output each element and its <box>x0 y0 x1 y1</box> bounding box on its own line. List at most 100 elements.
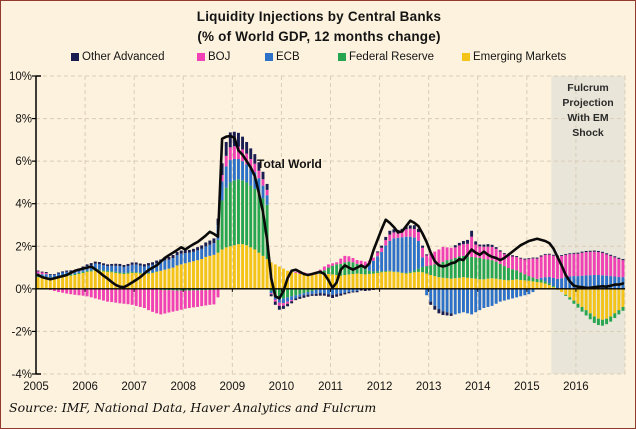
bar-segment-emerging-markets <box>339 276 342 289</box>
bar-segment-federal-reserve <box>335 264 338 275</box>
bar-segment-federal-reserve <box>503 266 506 280</box>
y-axis-tick-label: 8% <box>15 114 32 126</box>
bar-segment-ecb <box>245 164 248 182</box>
bar-segment-boj <box>233 146 236 159</box>
bar-segment-emerging-markets <box>536 282 539 289</box>
bar-segment-other-advanced <box>302 295 305 298</box>
bar-segment-boj <box>380 248 383 252</box>
bar-segment-federal-reserve <box>147 273 150 274</box>
bar-segment-ecb <box>511 289 514 299</box>
bar-segment-emerging-markets <box>380 272 383 289</box>
bar-segment-boj <box>462 244 465 256</box>
bar-segment-federal-reserve <box>425 266 428 273</box>
bar-segment-emerging-markets <box>413 272 416 289</box>
bar-segment-federal-reserve <box>540 280 543 283</box>
bar-segment-emerging-markets <box>184 263 187 289</box>
bar-segment-emerging-markets <box>65 276 68 289</box>
bar-segment-ecb <box>397 238 400 272</box>
bar-segment-other-advanced <box>253 154 256 164</box>
bar-segment-ecb <box>470 289 473 315</box>
bar-segment-federal-reserve <box>577 304 580 308</box>
bar-segment-ecb <box>233 159 236 180</box>
bar-segment-emerging-markets <box>241 244 244 289</box>
bar-segment-emerging-markets <box>515 279 518 289</box>
bar-segment-other-advanced <box>409 225 412 228</box>
bar-segment-federal-reserve <box>568 297 571 299</box>
bar-segment-ecb <box>229 160 232 182</box>
bar-segment-other-advanced <box>192 249 195 252</box>
bar-segment-emerging-markets <box>499 279 502 289</box>
x-axis-year-label: 2010 <box>269 381 295 393</box>
bar-segment-ecb <box>442 289 445 311</box>
bar-segment-ecb <box>266 195 269 205</box>
bar-segment-emerging-markets <box>37 277 40 289</box>
bar-segment-ecb <box>192 252 195 261</box>
bar-segment-ecb <box>311 291 314 294</box>
bar-segment-boj <box>409 229 412 237</box>
bar-segment-other-advanced <box>527 258 530 259</box>
bar-segment-boj <box>548 255 551 277</box>
bar-segment-federal-reserve <box>253 189 256 250</box>
bar-segment-emerging-markets <box>352 274 355 289</box>
bar-segment-emerging-markets <box>589 289 592 313</box>
bar-segment-ecb <box>437 289 440 309</box>
bar-segment-federal-reserve <box>73 274 76 275</box>
bar-segment-boj <box>253 164 256 173</box>
bar-segment-emerging-markets <box>495 279 498 289</box>
x-axis-year-label: 2009 <box>220 381 246 393</box>
bar-segment-other-advanced <box>532 258 535 259</box>
bar-segment-boj <box>159 290 162 314</box>
bar-segment-federal-reserve <box>372 271 375 273</box>
bar-segment-ecb <box>388 241 391 271</box>
bar-segment-emerging-markets <box>347 274 350 288</box>
bar-segment-federal-reserve <box>106 271 109 272</box>
bar-segment-boj <box>257 171 260 178</box>
bar-segment-boj <box>458 245 461 256</box>
bar-segment-other-advanced <box>131 262 134 264</box>
bar-segment-ecb <box>327 289 330 294</box>
bar-segment-emerging-markets <box>540 282 543 288</box>
bar-segment-emerging-markets <box>519 280 522 289</box>
bar-segment-other-advanced <box>319 293 322 296</box>
bar-segment-other-advanced <box>249 148 252 159</box>
bar-segment-other-advanced <box>282 306 285 309</box>
bar-segment-other-advanced <box>474 241 477 244</box>
bar-segment-other-advanced <box>262 172 265 179</box>
bar-segment-other-advanced <box>548 254 551 255</box>
bar-segment-other-advanced <box>37 271 40 272</box>
bar-segment-ecb <box>548 277 551 283</box>
bar-segment-other-advanced <box>102 263 105 265</box>
bar-segment-ecb <box>339 289 342 294</box>
bar-segment-emerging-markets <box>73 275 76 289</box>
bar-segment-boj <box>82 289 85 296</box>
bar-segment-federal-reserve <box>527 276 530 281</box>
bar-segment-emerging-markets <box>450 279 453 289</box>
bar-segment-emerging-markets <box>609 289 612 317</box>
bar-segment-other-advanced <box>139 264 142 266</box>
bar-segment-other-advanced <box>437 309 440 313</box>
bar-segment-boj <box>122 289 125 304</box>
bar-segment-other-advanced <box>442 311 445 315</box>
y-axis-tick-label: 6% <box>15 156 32 168</box>
bar-segment-boj <box>593 252 596 275</box>
x-axis-year-label: 2013 <box>416 381 442 393</box>
bar-segment-ecb <box>163 260 166 269</box>
bar-segment-other-advanced <box>617 258 620 259</box>
bar-segment-emerging-markets <box>601 289 604 320</box>
bar-segment-other-advanced <box>114 264 117 266</box>
bar-segment-other-advanced <box>540 255 543 256</box>
bar-segment-other-advanced <box>188 250 191 253</box>
bar-segment-federal-reserve <box>413 271 416 273</box>
bar-segment-emerging-markets <box>159 271 162 289</box>
x-axis-year-label: 2006 <box>72 381 98 393</box>
bar-segment-emerging-markets <box>237 244 240 289</box>
bar-segment-federal-reserve <box>294 289 297 295</box>
bar-segment-ecb <box>315 290 318 294</box>
bar-segment-ecb <box>458 289 461 313</box>
bar-segment-emerging-markets <box>462 277 465 289</box>
bar-segment-ecb <box>196 250 199 260</box>
bar-segment-emerging-markets <box>597 289 600 319</box>
bar-segment-ecb <box>617 277 620 289</box>
bar-segment-other-advanced <box>568 253 571 254</box>
liquidity-injections-chart-panel: Liquidity Injections by Central Banks (%… <box>0 0 636 429</box>
